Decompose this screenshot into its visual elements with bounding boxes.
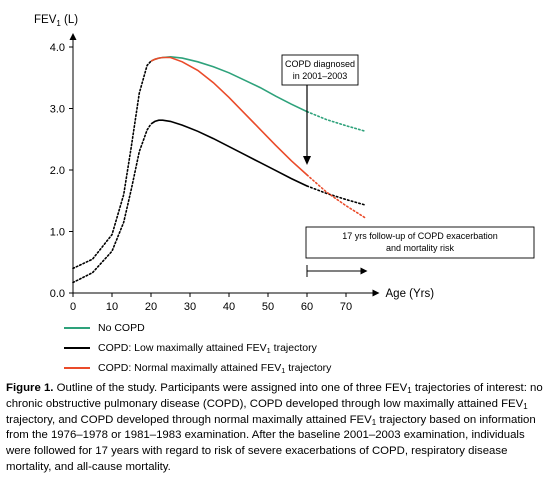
x-axis-arrow bbox=[372, 289, 380, 297]
svg-text:FEV1 (L): FEV1 (L) bbox=[34, 14, 78, 28]
followup-box bbox=[305, 226, 535, 259]
diagnosis-text: in 2001–2003 bbox=[293, 71, 348, 81]
series-childhood-line bbox=[72, 123, 152, 284]
series-line bbox=[150, 119, 308, 187]
x-tick-label: 10 bbox=[106, 301, 118, 313]
figure-caption: Figure 1. Outline of the study. Particip… bbox=[6, 382, 543, 473]
x-tick-label: 50 bbox=[262, 301, 274, 313]
legend: No COPD COPD: Low maximally attained FEV… bbox=[64, 318, 331, 378]
diagnosis-text: COPD diagnosed bbox=[285, 59, 355, 69]
x-tick-label: 40 bbox=[223, 301, 235, 313]
followup-bar-arrow bbox=[360, 267, 368, 275]
legend-item-no-copd: No COPD bbox=[64, 318, 331, 338]
legend-swatch-copd-normal bbox=[64, 367, 90, 369]
x-axis-title: Age (Yrs) bbox=[386, 288, 435, 300]
legend-label-no-copd: No COPD bbox=[98, 322, 145, 334]
series-layer bbox=[72, 55, 367, 284]
legend-item-copd-normal: COPD: Normal maximally attained FEV1 tra… bbox=[64, 358, 331, 378]
followup-text: and mortality risk bbox=[386, 243, 455, 253]
x-tick-label: 70 bbox=[340, 301, 352, 313]
caption-label: Figure 1. bbox=[6, 382, 54, 394]
legend-label-copd-low: COPD: Low maximally attained FEV1 trajec… bbox=[98, 342, 317, 355]
x-tick-label: 30 bbox=[184, 301, 196, 313]
series-childhood-line bbox=[72, 60, 152, 270]
y-tick-label: 3.0 bbox=[50, 104, 65, 116]
diagnosis-arrow-head bbox=[303, 156, 311, 165]
diagnosis-box bbox=[281, 54, 359, 86]
x-tick-label: 60 bbox=[301, 301, 313, 313]
x-tick-label: 20 bbox=[145, 301, 157, 313]
series-followup-line bbox=[306, 110, 367, 133]
legend-swatch-no-copd bbox=[64, 327, 90, 329]
y-tick-label: 4.0 bbox=[50, 42, 65, 54]
series-followup-line bbox=[306, 185, 367, 206]
fev1-chart: FEV1 (L) 0 10 20 30 40 50 60 70 0.0 1.0 2.0 3.0 4.0 A… bbox=[34, 14, 535, 313]
series-line bbox=[150, 56, 308, 176]
y-axis-arrow bbox=[69, 33, 77, 40]
x-tick-label: 0 bbox=[70, 301, 76, 313]
followup-text: 17 yrs follow-up of COPD exacerbation bbox=[342, 231, 498, 241]
legend-label-copd-normal: COPD: Normal maximally attained FEV1 tra… bbox=[98, 362, 332, 375]
y-axis-title: FEV1 (L) bbox=[34, 14, 78, 28]
axes: 0 10 20 30 40 50 60 70 0.0 1.0 2.0 3.0 4.0 Age (Yrs) bbox=[50, 33, 435, 313]
y-tick-label: 0.0 bbox=[50, 288, 65, 300]
legend-item-copd-low: COPD: Low maximally attained FEV1 trajec… bbox=[64, 338, 331, 358]
y-tick-label: 1.0 bbox=[50, 227, 65, 239]
legend-swatch-copd-low bbox=[64, 347, 90, 349]
y-tick-label: 2.0 bbox=[50, 165, 65, 177]
series-followup-line bbox=[306, 174, 367, 219]
annotation-layer: COPD diagnosed in 2001–2003 17 yrs follow-… bbox=[281, 54, 535, 277]
